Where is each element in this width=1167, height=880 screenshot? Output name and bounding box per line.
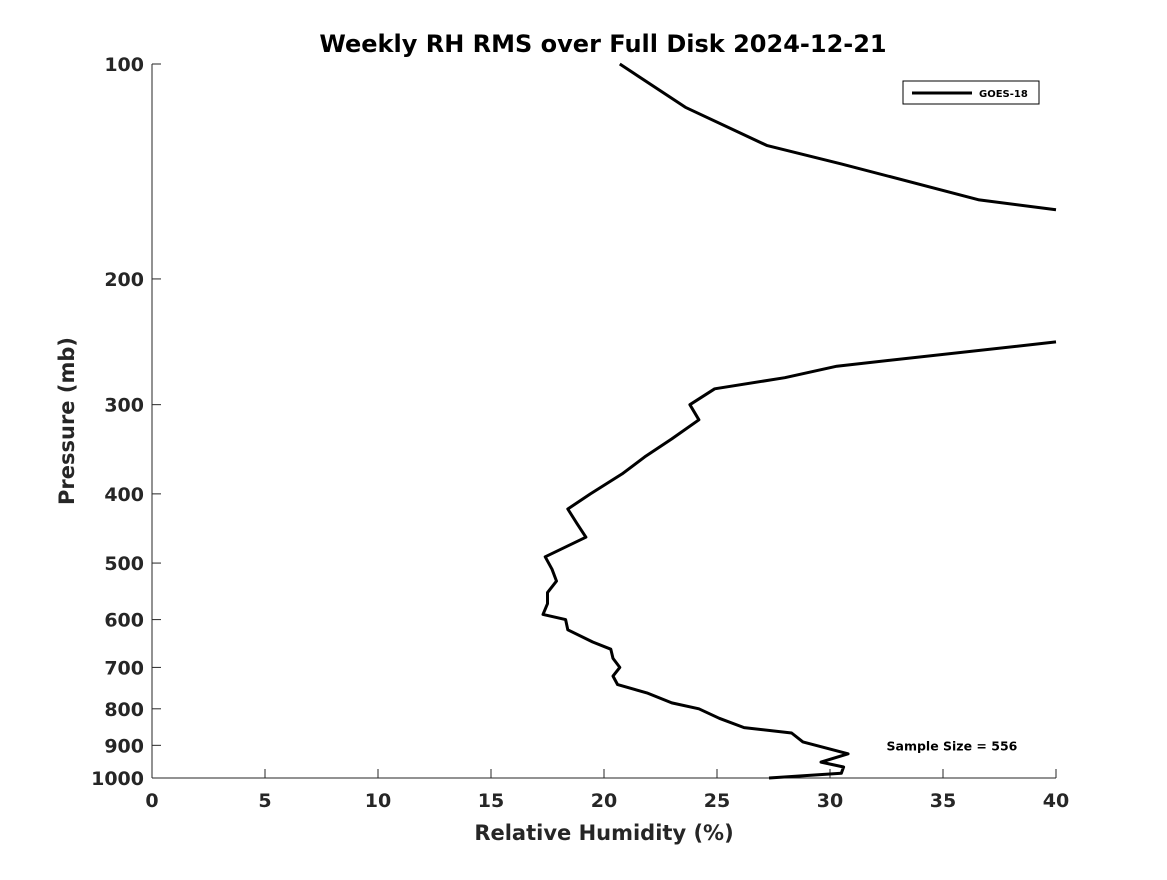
legend: GOES-18 [902,80,1040,105]
x-tick-label: 20 [591,790,617,812]
series-layer [541,62,1057,780]
x-tick-label: 35 [930,790,956,812]
axes: 0 5 10 15 20 25 30 35 40 100 200 300 400 500 600 700 800… [91,54,1069,812]
y-tick-label: 300 [104,395,144,417]
y-tick-label: 1000 [91,768,144,790]
x-tick-label: 30 [817,790,843,812]
x-tick-label: 15 [478,790,504,812]
y-tick-label: 100 [104,54,144,76]
legend-label: GOES-18 [979,89,1028,100]
x-axis-label: Relative Humidity (%) [474,821,733,845]
sample-size-annotation: Sample Size = 556 [887,738,1018,753]
x-tick-label: 25 [704,790,730,812]
x-tick-label: 10 [365,790,391,812]
x-tick-label: 40 [1043,790,1069,812]
y-tick-label: 900 [104,735,144,757]
series-line [541,340,1057,780]
chart-title: Weekly RH RMS over Full Disk 2024-12-21 [319,30,886,58]
series-line [618,62,1057,212]
y-tick-label: 500 [104,553,144,575]
y-tick-label: 400 [104,484,144,506]
y-axis-label: Pressure (mb) [55,337,79,505]
y-tick-label: 800 [104,699,144,721]
x-tick-label: 5 [258,790,271,812]
y-tick-label: 700 [104,657,144,679]
x-tick-label: 0 [145,790,158,812]
y-tick-label: 600 [104,610,144,632]
annotations: Sample Size = 556 [887,738,1018,753]
y-tick-label: 200 [104,269,144,291]
